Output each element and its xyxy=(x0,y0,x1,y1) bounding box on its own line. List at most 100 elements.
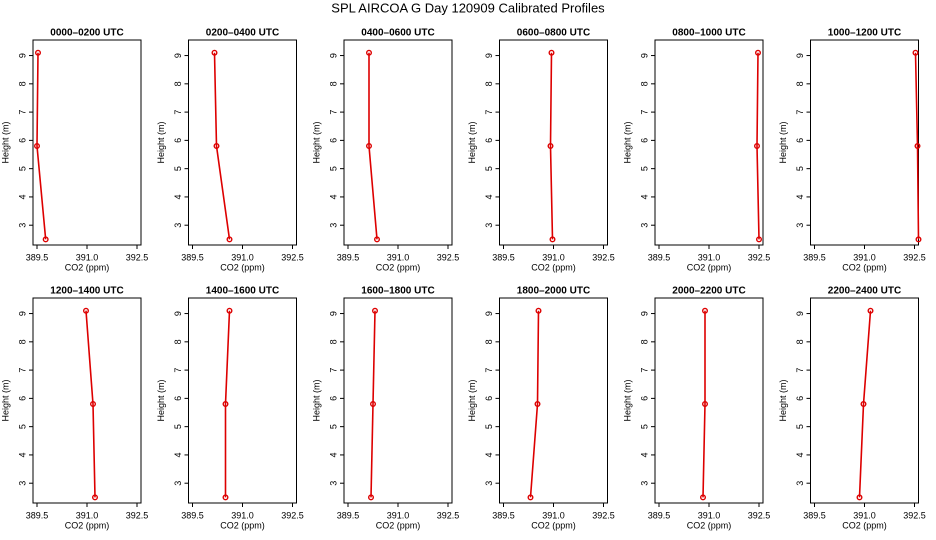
y-tick-label: 4 xyxy=(328,194,338,199)
y-axis-label: Height (m) xyxy=(467,379,477,421)
profile-point xyxy=(914,143,921,150)
profile-point xyxy=(912,49,919,56)
profile-point xyxy=(372,307,379,314)
y-tick-label: 7 xyxy=(173,110,183,115)
x-tick-label: 391.0 xyxy=(853,510,876,520)
y-tick-label: 6 xyxy=(484,396,494,401)
y-axis-label: Height (m) xyxy=(0,379,10,421)
profile-point xyxy=(535,307,542,314)
y-tick-label: 7 xyxy=(328,110,338,115)
y-tick-label: 4 xyxy=(328,452,338,457)
x-axis-label: CO2 (ppm) xyxy=(65,262,110,272)
x-tick-label: 389.5 xyxy=(803,252,826,262)
profile-point xyxy=(548,49,555,56)
y-tick-label: 8 xyxy=(173,81,183,86)
profile-line xyxy=(529,310,540,498)
y-tick-label: 7 xyxy=(795,110,805,115)
y-tick-label: 3 xyxy=(795,481,805,486)
panel-title: 1200–1400 UTC xyxy=(50,286,123,297)
y-tick-label: 5 xyxy=(17,166,27,171)
panel-title: 1600–1800 UTC xyxy=(361,286,434,297)
y-tick-label: 6 xyxy=(173,138,183,143)
x-tick-label: 389.5 xyxy=(181,252,204,262)
profile-line xyxy=(756,52,760,240)
profile-point xyxy=(370,401,377,408)
x-tick-label: 392.5 xyxy=(748,252,771,262)
y-tick-label: 8 xyxy=(484,339,494,344)
y-tick-label: 6 xyxy=(795,396,805,401)
y-axis-label: Height (m) xyxy=(467,121,477,163)
y-tick-label: 3 xyxy=(639,223,649,228)
x-tick-label: 392.5 xyxy=(592,252,615,262)
profile-point xyxy=(82,307,89,314)
panel-title: 1000–1200 UTC xyxy=(828,28,901,39)
y-tick-label: 9 xyxy=(328,53,338,58)
y-tick-label: 7 xyxy=(639,110,649,115)
profile-point xyxy=(211,49,218,56)
y-tick-label: 6 xyxy=(173,396,183,401)
profile-point xyxy=(527,494,534,501)
x-tick-label: 389.5 xyxy=(337,510,360,520)
x-tick-label: 389.5 xyxy=(181,510,204,520)
plot-frame xyxy=(343,297,453,504)
x-tick-label: 391.0 xyxy=(698,510,721,520)
x-axis-label: CO2 (ppm) xyxy=(687,262,732,272)
y-tick-label: 9 xyxy=(484,311,494,316)
x-tick-label: 389.5 xyxy=(337,252,360,262)
y-tick-label: 5 xyxy=(328,424,338,429)
x-tick-label: 389.5 xyxy=(26,252,49,262)
x-tick-label: 391.0 xyxy=(387,252,410,262)
x-axis-label: CO2 (ppm) xyxy=(531,520,576,530)
profile-line xyxy=(702,310,706,498)
x-tick-label: 392.5 xyxy=(281,252,304,262)
y-tick-label: 7 xyxy=(795,368,805,373)
profile-line xyxy=(549,52,554,240)
y-tick-label: 7 xyxy=(17,110,27,115)
x-axis-label: CO2 (ppm) xyxy=(531,262,576,272)
x-axis-label: CO2 (ppm) xyxy=(376,262,421,272)
x-axis-label: CO2 (ppm) xyxy=(220,262,265,272)
y-tick-label: 9 xyxy=(639,53,649,58)
profile-point xyxy=(547,143,554,150)
x-tick-label: 392.5 xyxy=(126,510,149,520)
y-tick-label: 7 xyxy=(484,110,494,115)
y-tick-label: 3 xyxy=(484,223,494,228)
x-tick-label: 392.5 xyxy=(437,252,460,262)
y-tick-label: 5 xyxy=(17,424,27,429)
y-tick-label: 5 xyxy=(639,424,649,429)
x-tick-label: 389.5 xyxy=(648,510,671,520)
x-tick-label: 391.0 xyxy=(76,510,99,520)
profile-line xyxy=(914,52,920,240)
y-tick-label: 5 xyxy=(484,166,494,171)
profile-point xyxy=(867,307,874,314)
y-tick-label: 6 xyxy=(639,138,649,143)
panel-title: 2200–2400 UTC xyxy=(828,286,901,297)
y-tick-label: 6 xyxy=(17,396,27,401)
panel-title: 1800–2000 UTC xyxy=(517,286,590,297)
profile-point xyxy=(222,494,229,501)
x-tick-label: 391.0 xyxy=(853,252,876,262)
y-tick-label: 3 xyxy=(328,223,338,228)
x-tick-label: 392.5 xyxy=(592,510,615,520)
y-tick-label: 8 xyxy=(639,339,649,344)
y-tick-label: 6 xyxy=(328,396,338,401)
plot-frame xyxy=(499,297,608,504)
x-tick-label: 392.5 xyxy=(748,510,771,520)
plot-frame xyxy=(654,297,764,504)
x-tick-label: 392.5 xyxy=(281,510,304,520)
y-tick-label: 4 xyxy=(484,452,494,457)
profile-point xyxy=(226,307,233,314)
profile-point xyxy=(915,236,922,243)
panel-title: 0200–0400 UTC xyxy=(206,28,279,39)
y-tick-label: 7 xyxy=(639,368,649,373)
y-axis-label: Height (m) xyxy=(156,379,166,421)
y-tick-label: 3 xyxy=(639,481,649,486)
profile-point xyxy=(226,236,233,243)
y-tick-label: 7 xyxy=(17,368,27,373)
profile-point xyxy=(374,236,381,243)
y-tick-label: 3 xyxy=(795,223,805,228)
y-tick-label: 5 xyxy=(795,166,805,171)
y-tick-label: 8 xyxy=(173,339,183,344)
profile-point xyxy=(42,236,49,243)
plot-frame xyxy=(810,39,919,246)
